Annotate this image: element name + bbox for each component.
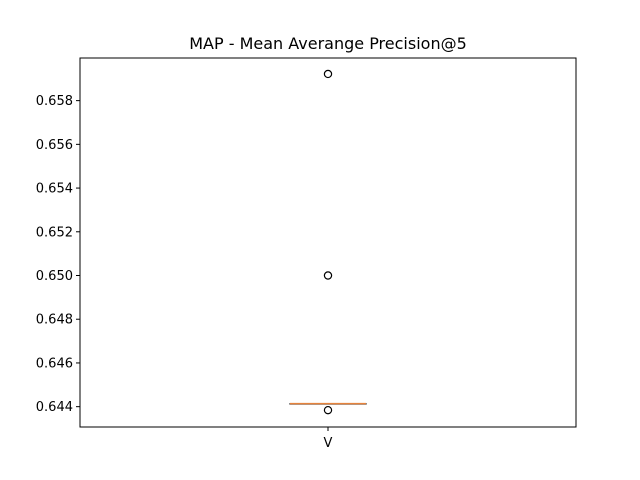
y-tick-label: 0.650 <box>36 269 73 284</box>
chart-title: MAP - Mean Averange Precision@5 <box>189 34 467 53</box>
plot-area <box>289 69 367 415</box>
y-tick-label: 0.644 <box>36 400 73 415</box>
y-tick-label: 0.652 <box>36 225 73 240</box>
plot-frame <box>79 57 577 428</box>
x-tick-label: V <box>324 436 333 451</box>
x-axis: V <box>324 427 333 451</box>
y-tick-label: 0.648 <box>36 313 73 328</box>
y-axis: 0.644 0.646 0.648 0.650 0.652 0.654 0.656 0.658 <box>36 94 80 415</box>
y-tick-label: 0.658 <box>36 94 73 109</box>
y-tick-label: 0.654 <box>36 182 73 197</box>
y-tick-label: 0.646 <box>36 356 73 371</box>
outlier-point <box>323 69 333 79</box>
outlier-point <box>323 271 333 280</box>
outlier-point <box>323 405 333 415</box>
y-tick-label: 0.656 <box>36 138 73 153</box>
